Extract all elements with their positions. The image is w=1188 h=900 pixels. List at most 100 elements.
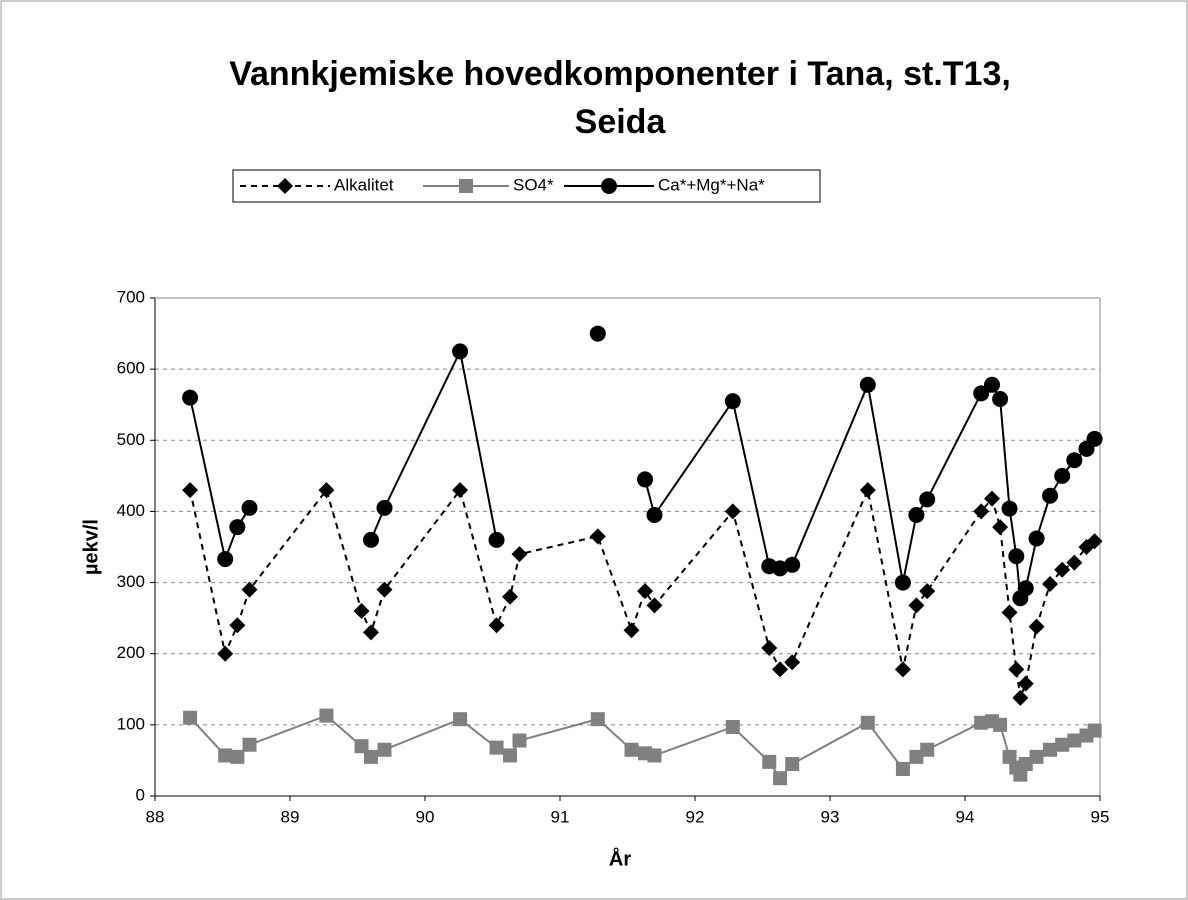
marker [1012, 689, 1029, 706]
marker [241, 499, 258, 516]
x-tick-label: 91 [551, 807, 570, 826]
marker [241, 581, 258, 598]
y-tick-label: 400 [117, 501, 145, 520]
x-tick-label: 92 [686, 807, 705, 826]
marker [624, 742, 639, 757]
marker [623, 622, 640, 639]
legend-label: Ca*+Mg*+Na* [658, 175, 765, 194]
legend-marker [459, 179, 473, 193]
marker [992, 391, 1009, 408]
marker [919, 583, 936, 600]
marker [725, 719, 740, 734]
marker [909, 749, 924, 764]
marker [646, 506, 663, 523]
legend-marker [277, 178, 293, 194]
marker [724, 393, 741, 410]
marker [919, 491, 936, 508]
marker [503, 748, 518, 763]
marker [452, 482, 469, 499]
marker [590, 712, 605, 727]
chart-title: Vannkjemiske hovedkomponenter i Tana, st… [229, 55, 1011, 93]
marker [773, 771, 788, 786]
marker [973, 385, 990, 402]
marker [860, 715, 875, 730]
marker [376, 581, 393, 598]
marker [1013, 767, 1028, 782]
marker [1066, 452, 1083, 469]
marker [784, 556, 801, 573]
marker [589, 325, 606, 342]
y-tick-label: 100 [117, 714, 145, 733]
x-tick-label: 94 [956, 807, 975, 826]
marker [993, 717, 1008, 732]
marker [364, 749, 378, 764]
marker [319, 708, 334, 723]
marker [363, 531, 379, 548]
marker [489, 740, 504, 755]
marker [502, 588, 519, 605]
marker [242, 737, 257, 752]
marker [859, 376, 876, 393]
y-tick-label: 700 [117, 287, 145, 306]
x-tick-label: 95 [1091, 807, 1110, 826]
marker [1054, 467, 1071, 484]
marker [1017, 580, 1034, 597]
legend-label: Alkalitet [334, 175, 394, 194]
marker [354, 739, 369, 754]
marker [1087, 723, 1102, 738]
marker [762, 754, 777, 769]
marker [1086, 533, 1103, 550]
marker [1018, 756, 1033, 771]
x-tick-label: 93 [821, 807, 840, 826]
marker [452, 343, 469, 360]
y-axis-label: µekv/l [80, 519, 102, 575]
marker [1028, 618, 1045, 635]
marker [217, 645, 234, 662]
marker [895, 761, 910, 776]
marker [1054, 561, 1071, 578]
marker [1042, 575, 1059, 592]
marker [183, 710, 198, 725]
marker [646, 597, 663, 614]
marker [512, 733, 527, 748]
marker [772, 661, 789, 678]
marker [230, 749, 245, 764]
marker [589, 528, 606, 545]
x-tick-label: 89 [281, 807, 300, 826]
x-axis-label: År [609, 846, 631, 870]
marker [1086, 430, 1103, 447]
y-tick-label: 600 [117, 359, 145, 378]
marker [894, 574, 911, 591]
marker [1001, 500, 1018, 517]
y-tick-label: 200 [117, 643, 145, 662]
marker [637, 471, 654, 488]
marker [1028, 530, 1045, 547]
marker [1008, 548, 1025, 565]
legend-box [232, 169, 821, 203]
marker [377, 742, 392, 757]
marker [920, 742, 935, 757]
y-tick-label: 300 [117, 572, 145, 591]
marker [318, 482, 335, 499]
marker [488, 531, 505, 548]
marker [772, 560, 789, 577]
marker [1001, 604, 1018, 621]
marker [182, 389, 199, 406]
marker [217, 551, 234, 568]
marker [363, 624, 379, 641]
marker [1002, 749, 1017, 764]
marker [785, 756, 800, 771]
x-tick-label: 88 [146, 807, 165, 826]
marker [992, 519, 1009, 536]
legend-marker [601, 178, 617, 194]
marker [182, 482, 199, 499]
marker [974, 715, 989, 730]
chart-title: Seida [575, 103, 667, 141]
marker [1043, 742, 1058, 757]
marker [1055, 737, 1070, 752]
marker [908, 506, 925, 523]
marker [218, 748, 233, 763]
marker [973, 503, 990, 520]
